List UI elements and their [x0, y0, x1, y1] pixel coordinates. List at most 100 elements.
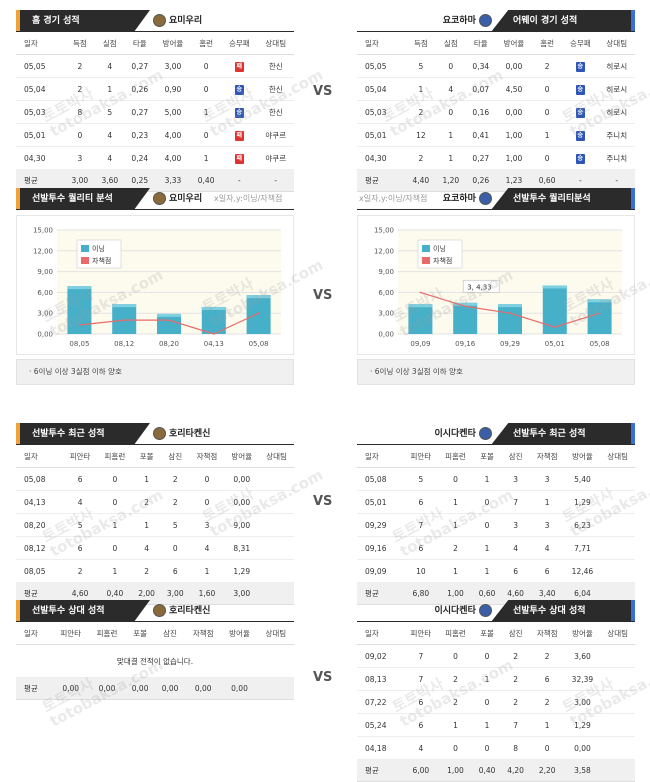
table-cell: 1 — [472, 667, 502, 691]
table-cell: 05,24 — [357, 713, 404, 737]
table-cell — [259, 467, 294, 491]
x-tick-label: 08,20 — [159, 340, 179, 348]
average-cell: 1,00 — [438, 582, 473, 605]
table-row: 04,30 3 4 0,24 4,00 1 패 야쿠르 — [16, 146, 294, 170]
table-cell: 0,07 — [465, 77, 496, 101]
bar — [67, 286, 92, 334]
table-cell: 0,00 — [564, 736, 601, 760]
table-cell: 4 — [189, 536, 225, 560]
table-cell: 0 — [472, 690, 502, 714]
table-cell: 3,00 — [154, 54, 192, 78]
table-cell: 5 — [62, 513, 98, 537]
result-badge-cell: 패 — [221, 54, 258, 78]
column-header: 방어율 — [224, 445, 260, 468]
average-cell: 0,60 — [472, 582, 502, 605]
table-cell: 7 — [403, 644, 439, 668]
average-cell: 0,40 — [191, 169, 222, 192]
quality-left-subtitle: x일자,y:이닝/자책점 — [214, 194, 283, 203]
average-cell: 4,40 — [405, 169, 436, 192]
result-badge: 승 — [234, 84, 244, 95]
table-cell: 한신 — [257, 77, 294, 101]
quality-right-subtitle: x일자,y:이닝/자책점 — [359, 194, 428, 203]
table-cell: 1 — [438, 559, 473, 583]
table-cell — [259, 559, 294, 583]
table-cell: 2 — [132, 559, 161, 583]
result-badge: 패 — [234, 130, 244, 141]
x-tick-label: 08,12 — [114, 340, 134, 348]
table-cell: 0 — [435, 54, 466, 78]
table-cell: 0 — [472, 736, 502, 760]
column-header: 포볼 — [132, 445, 161, 468]
vs-right-panel: 이시다켄타 선발투수 상대 성적 일자 피안타 피홈런 포볼 삼진 자책점 방어율 상대팀 0… — [357, 600, 635, 782]
bar-highlight — [408, 304, 433, 308]
line-point — [598, 312, 601, 314]
table-cell: 04,30 — [16, 146, 65, 170]
bar-highlight — [587, 299, 612, 303]
table-cell: 1 — [435, 146, 466, 170]
column-header: 일자 — [16, 32, 65, 55]
column-header: 상대팀 — [259, 445, 294, 468]
recent-right-pitcher: 이시다켄타 — [434, 423, 495, 445]
column-header: 득점 — [64, 32, 95, 55]
vs-left-table: 일자 피안타 피홈런 포볼 삼진 자책점 방어율 상대팀 맞대결 전적이 없습니다. 평균 0,… — [16, 622, 294, 700]
line-point — [78, 324, 81, 326]
table-cell: 2 — [64, 54, 95, 78]
average-cell: 2,20 — [529, 759, 565, 782]
table-row: 04,13 4 0 2 2 0 0,00 — [16, 490, 294, 514]
column-header: 승무패 — [562, 32, 599, 55]
table-cell: 0 — [64, 123, 95, 147]
table-cell: 6 — [529, 667, 565, 691]
table-cell: 0 — [191, 54, 222, 78]
tooltip-box — [462, 279, 500, 293]
team-logo-icon — [479, 14, 492, 27]
table-cell: 1 — [97, 559, 133, 583]
table-cell: 05,08 — [16, 467, 63, 491]
quality-left-note: · 6이닝 이상 3실점 이하 양호 — [16, 359, 294, 385]
table-cell: 08,20 — [16, 513, 63, 537]
vs-left-pitcher: 호리타켄신 — [153, 600, 210, 622]
quality-left-panel: 선발투수 퀄리티 분석 요미우리 x일자,y:이닝/자책점 0,00 3,00 6,… — [16, 188, 294, 388]
y-tick-label: 12,00 — [374, 247, 394, 255]
column-header: 상대팀 — [598, 32, 635, 55]
table-cell: 한신 — [257, 54, 294, 78]
x-tick-label: 05,08 — [249, 340, 269, 348]
team-logo-icon — [153, 427, 166, 440]
table-cell: 1,00 — [495, 146, 533, 170]
table-cell: 05,01 — [357, 490, 404, 514]
team-logo-icon — [479, 427, 492, 440]
table-cell — [259, 513, 294, 537]
table-cell: 05,01 — [16, 123, 65, 147]
table-cell: 히로시 — [598, 77, 635, 101]
column-header: 승무패 — [221, 32, 258, 55]
result-badge: 승 — [575, 84, 585, 95]
bar — [112, 304, 137, 334]
bar-highlight — [157, 313, 181, 317]
away-record-panel: 요코하마 어웨이 경기 성적 일자 득점 실점 타율 방어율 홈런 승무패 상대팀 05,05… — [357, 10, 635, 192]
bar-highlight — [498, 304, 522, 308]
column-header: 득점 — [405, 32, 436, 55]
result-badge-cell: 승 — [221, 100, 258, 124]
recent-left-pitcher: 호리타켄신 — [153, 423, 210, 445]
no-data-message: 맞대결 전적이 없습니다. — [16, 644, 294, 678]
x-tick-label: 09,09 — [410, 340, 430, 348]
vs-label-4: VS — [313, 670, 333, 685]
table-cell: 2 — [501, 644, 530, 668]
table-cell: 2 — [501, 690, 530, 714]
away-record-table: 일자 득점 실점 타율 방어율 홈런 승무패 상대팀 05,05 5 0 0,34 0,00 2 승 히로시… — [357, 32, 635, 192]
y-tick-label: 0,00 — [37, 331, 53, 339]
table-row: 05,05 5 0 0,34 0,00 2 승 히로시 — [357, 54, 635, 78]
table-row: 05,03 8 5 0,27 5,00 1 승 한신 — [16, 100, 294, 124]
team-logo-icon — [153, 14, 166, 27]
table-cell: 0,27 — [465, 146, 496, 170]
bar-highlight — [112, 304, 137, 308]
team-logo-icon — [153, 192, 166, 205]
average-cell: 0,00 — [52, 677, 89, 700]
y-tick-label: 3,00 — [378, 310, 394, 318]
table-cell — [600, 667, 635, 691]
average-cell — [600, 759, 635, 782]
bar — [542, 285, 567, 334]
column-header: 자책점 — [189, 445, 225, 468]
table-cell: 1 — [191, 100, 222, 124]
result-badge-cell: 패 — [221, 146, 258, 170]
